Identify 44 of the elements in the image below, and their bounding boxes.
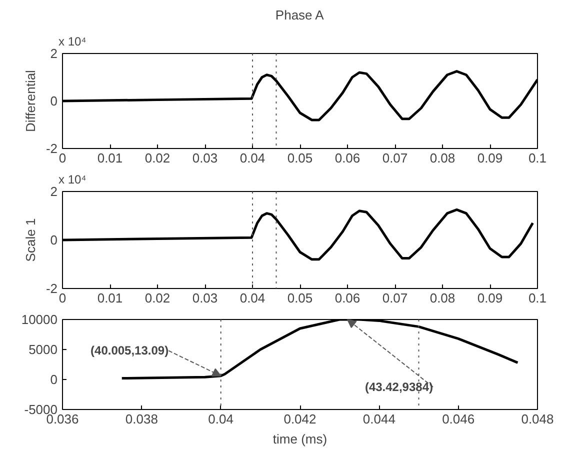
line-series (62, 208, 534, 261)
y-tick-label: -2 (46, 281, 58, 296)
x-tick-label: 0.07 (382, 290, 408, 306)
x-tick-label: 0.08 (430, 290, 456, 306)
x-tick-label: 0.04 (208, 412, 234, 426)
x-tick-label: 0.01 (97, 150, 123, 166)
chart-title: Phase A (275, 8, 324, 22)
x-tick-label: 0.05 (287, 150, 313, 166)
annotation: (40.005,13.09) (90, 344, 169, 358)
x-tick-label: 0.02 (144, 150, 170, 166)
x-tick-label: 0.048 (521, 412, 554, 426)
x-tick-label: 0.1 (528, 290, 547, 306)
x-axis-title: time (ms) (272, 432, 328, 446)
x-tick-label: 0.02 (144, 290, 170, 306)
x-tick-label: 0.09 (477, 290, 503, 306)
y-tick-label: 0 (50, 232, 58, 248)
x-tick-label: 0.046 (442, 412, 475, 426)
x-tick-label: 0.04 (240, 150, 266, 166)
text: x 10⁴ (58, 172, 86, 186)
y-axis-title: Scale 1 (22, 218, 38, 262)
text: x 10⁴ (58, 34, 86, 48)
x-tick-label: 0.044 (362, 412, 396, 426)
x-tick-label: 0.07 (382, 150, 408, 166)
y-axis-title: Differential (22, 70, 38, 132)
y-tick-label: 0 (50, 372, 58, 387)
x-tick-label: 0.06 (334, 150, 360, 166)
x-tick-label: 0.03 (192, 150, 218, 166)
y-tick-label: 2 (50, 184, 58, 199)
x-tick-label: 0.1 (528, 150, 547, 166)
x-tick-label: 0.05 (287, 290, 313, 306)
x-tick-label: 0.08 (430, 150, 456, 166)
x-tick-label: 0.042 (284, 412, 316, 426)
x-tick-label: 0.04 (240, 290, 266, 306)
y-tick-label: 10000 (21, 312, 58, 327)
x-tick-label: 0.038 (125, 412, 158, 426)
x-tick-label: 0.06 (334, 290, 360, 306)
y-tick-label: -2 (46, 141, 58, 156)
y-tick-label: 5000 (28, 342, 58, 357)
y-tick-label: 2 (50, 46, 58, 61)
x-tick-label: 0.03 (192, 290, 218, 306)
x-tick-label: 0.09 (477, 150, 503, 166)
y-tick-label: 0 (50, 94, 58, 108)
annotation: (43.42,9384) (364, 380, 434, 394)
x-tick-label: 0.01 (97, 290, 123, 306)
